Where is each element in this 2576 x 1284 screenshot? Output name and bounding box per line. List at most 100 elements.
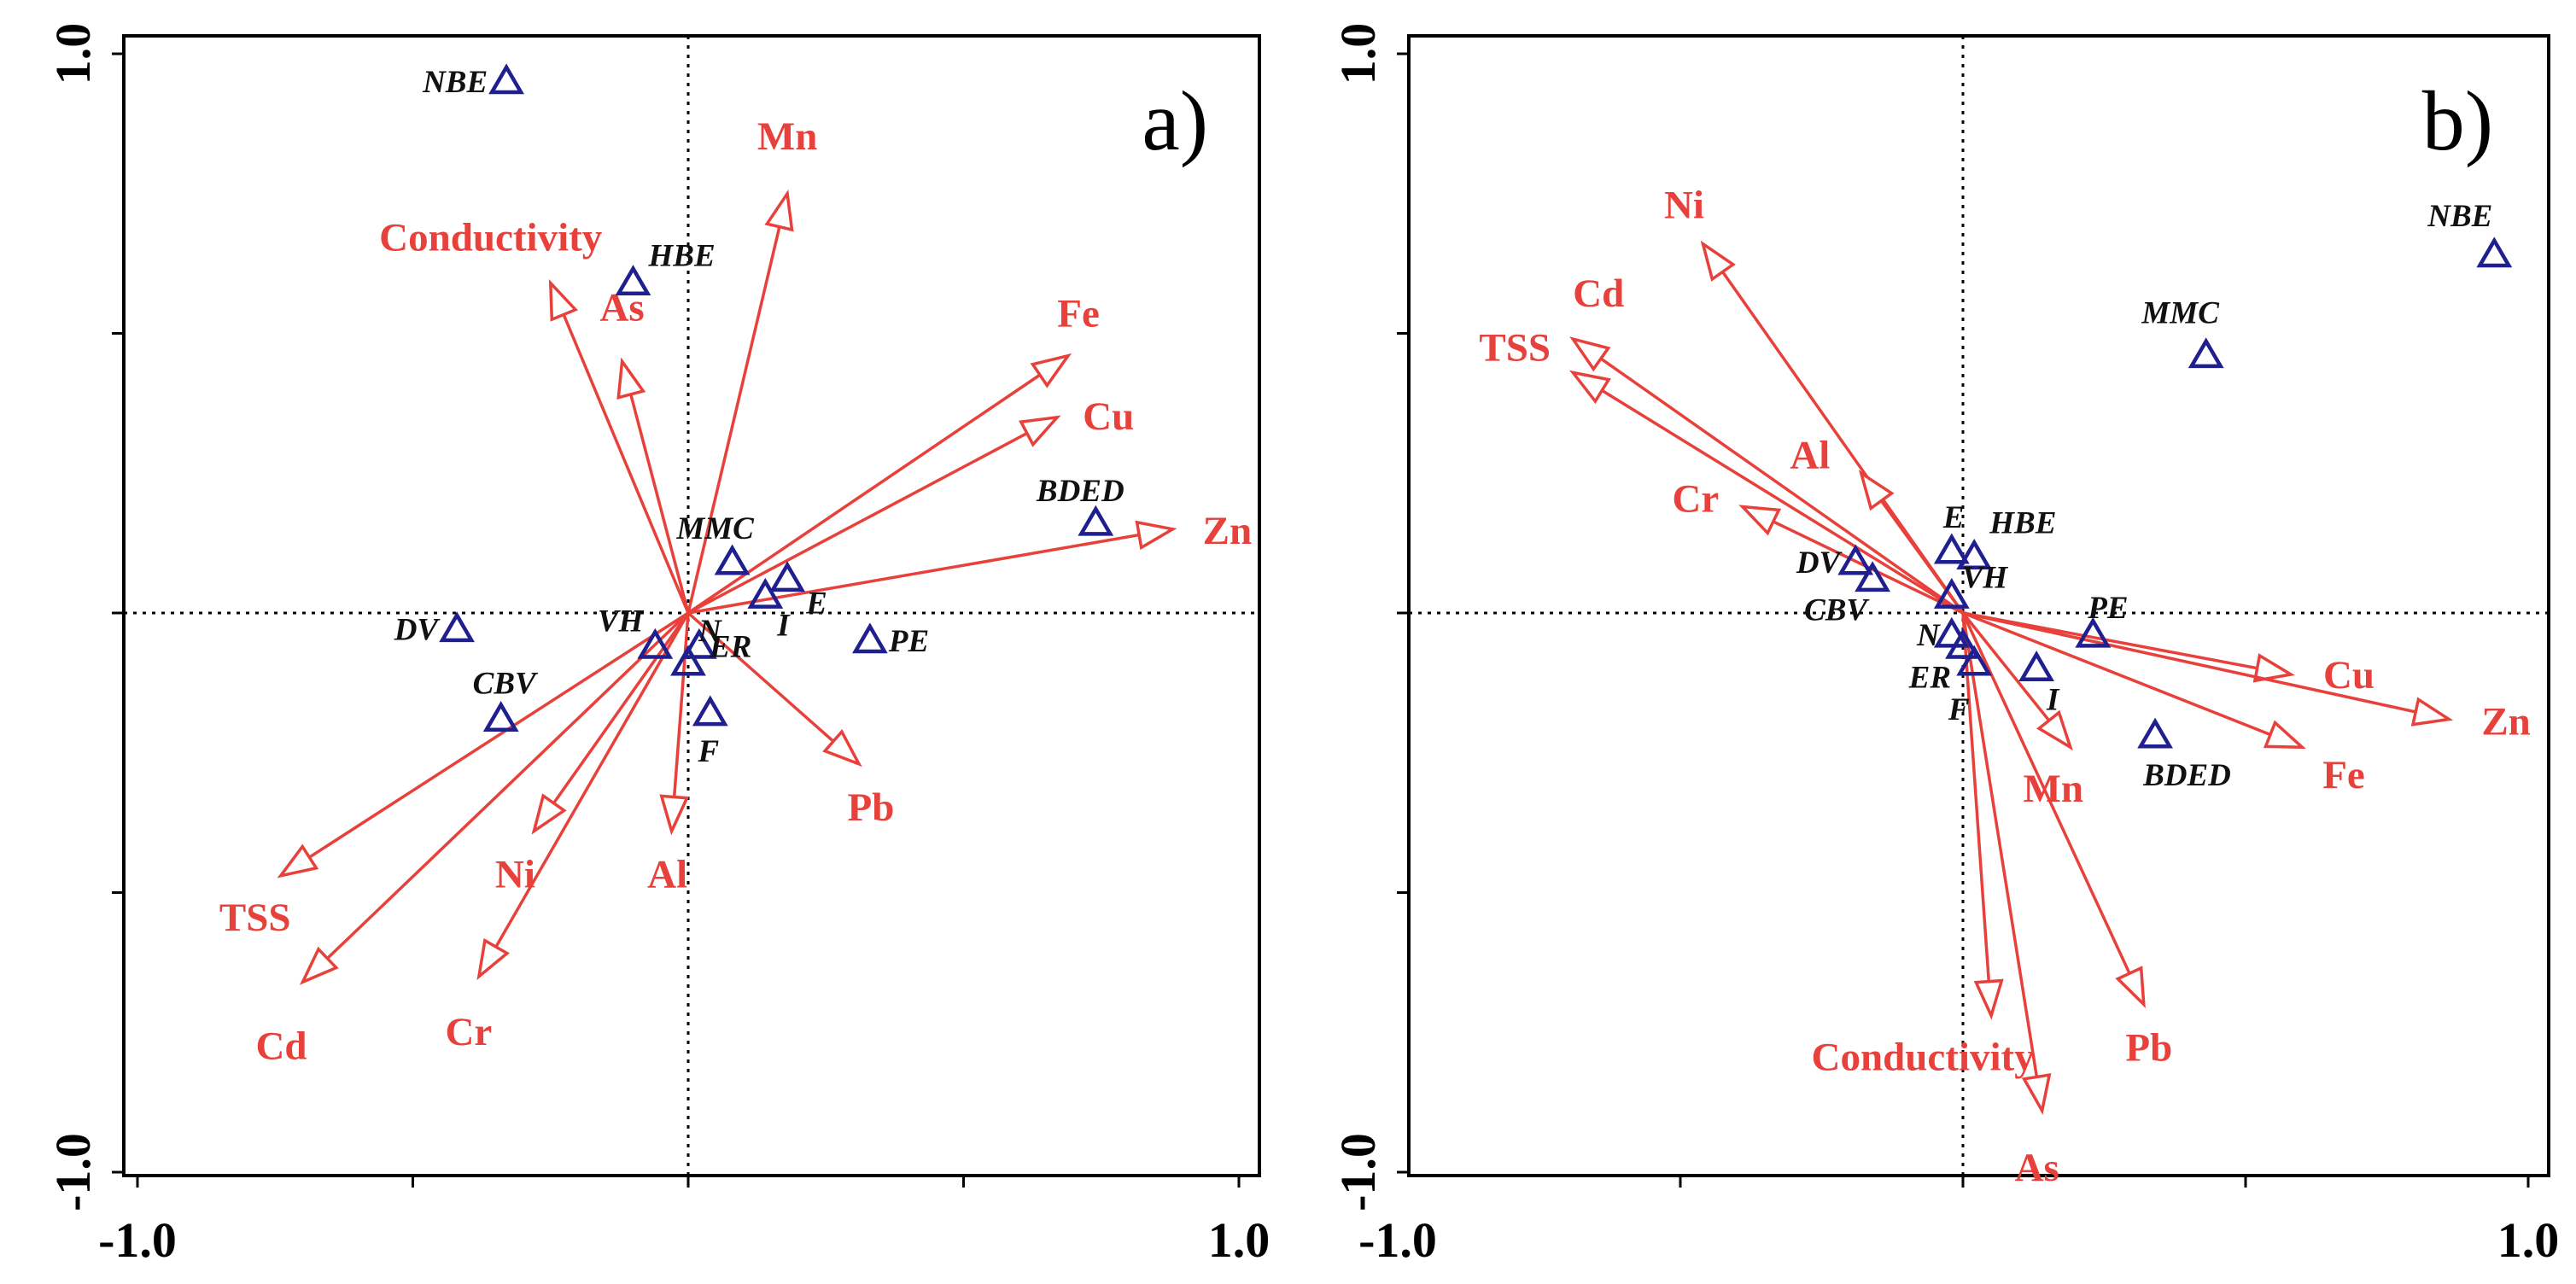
y-tick-label: -1.0 — [1330, 1133, 1386, 1211]
vector-cd — [326, 611, 690, 960]
vector-arrowhead-conductivity — [548, 279, 579, 322]
site-label-bded: BDED — [1036, 474, 1124, 509]
vector-arrowhead-mn — [764, 189, 794, 232]
vector-label-conductivity: Conductivity — [1812, 1036, 2036, 1080]
site-marker-f — [1956, 645, 1993, 676]
vector-label-pb: Pb — [2125, 1026, 2172, 1071]
vector-arrowhead-cr — [476, 937, 510, 981]
site-marker-hbe — [1956, 539, 1993, 569]
site-label-f: F — [1948, 692, 1970, 727]
site-label-cbv: CBV — [1804, 593, 1870, 628]
vector-arrowhead-pb — [2115, 966, 2146, 1009]
vector-label-fe: Fe — [1057, 292, 1100, 336]
vector-pb — [1961, 612, 2131, 974]
vector-fe — [687, 373, 1041, 615]
site-marker-mmc — [2188, 337, 2224, 369]
site-marker-n — [1933, 616, 1970, 648]
site-label-pe: PE — [2087, 591, 2128, 626]
x-tick-label: 1.0 — [1208, 1212, 1270, 1268]
site-marker-cbv — [482, 701, 519, 732]
vector-tss — [308, 611, 689, 859]
vector-label-cd: Cd — [1573, 271, 1624, 316]
vector-al — [672, 612, 690, 797]
vector-arrowhead-ni — [531, 793, 567, 835]
site-label-er: ER — [709, 629, 751, 664]
x-tick-label: -1.0 — [98, 1212, 177, 1268]
site-label-hbe: HBE — [648, 239, 716, 274]
site-marker-i — [747, 577, 784, 609]
vector-arrowhead-cd — [1569, 336, 1611, 372]
vector-conductivity — [562, 313, 690, 614]
vector-cd — [1599, 357, 1965, 615]
vector-arrowhead-mn — [2036, 709, 2073, 751]
site-marker-bded — [1078, 505, 1114, 536]
vector-arrowhead-pb — [822, 729, 862, 767]
vector-arrowhead-cr — [1738, 505, 1782, 536]
site-label-vh: VH — [1962, 560, 2009, 595]
vector-label-conductivity: Conductivity — [379, 216, 603, 260]
vector-ni — [552, 611, 690, 804]
vector-label-mn: Mn — [757, 114, 818, 159]
vector-label-al: Al — [1790, 433, 1830, 477]
site-marker-nbe — [488, 63, 525, 95]
y-tick-label: 1.0 — [1330, 23, 1386, 85]
site-marker-bded — [2137, 717, 2174, 749]
vector-label-cu: Cu — [1083, 394, 1134, 439]
site-label-i: I — [2046, 683, 2060, 718]
site-marker-dv — [1837, 544, 1874, 575]
vector-arrowhead-zn — [1135, 520, 1177, 551]
site-label-pe: PE — [888, 624, 929, 659]
vector-pb — [686, 611, 835, 743]
site-marker-cbv — [1855, 561, 1891, 592]
site-marker-nbe — [2476, 236, 2513, 268]
site-marker-er — [681, 627, 717, 659]
vector-arrowhead-fe — [2263, 720, 2306, 750]
vector-arrowhead-cu — [1019, 415, 1061, 447]
vector-al — [1879, 499, 1965, 615]
vector-zn — [687, 533, 1140, 615]
vector-label-ni: Ni — [1664, 184, 1704, 228]
vector-as — [1961, 612, 2039, 1077]
vector-zn — [1962, 611, 2416, 714]
y-tick-label: 1.0 — [45, 23, 101, 85]
vector-label-al: Al — [647, 852, 687, 896]
site-label-n: N — [698, 614, 722, 649]
vector-fe — [1962, 611, 2271, 737]
vector-arrowhead-tss — [1568, 370, 1611, 405]
vector-arrowhead-conductivity — [1973, 978, 2004, 1020]
site-marker-f — [692, 695, 728, 727]
vector-label-as: As — [2015, 1146, 2059, 1190]
x-tick-label: 1.0 — [2497, 1212, 2560, 1268]
site-marker-e — [1933, 533, 1970, 564]
vector-mn — [686, 226, 781, 614]
site-label-nbe: NBE — [2427, 199, 2492, 234]
vector-arrowhead-tss — [277, 843, 319, 878]
site-label-e: E — [1942, 500, 1965, 535]
biplot-panel-b: -1.0 1.0 1.0 -1.0 b) Ni Cd TSS Al Cr Cu Zn Fe Mn Pb Con… — [1330, 23, 2559, 1268]
vector-arrowhead-as — [2021, 1072, 2052, 1115]
site-marker-dv — [439, 611, 476, 643]
site-marker-i — [2018, 651, 2055, 681]
panel-label: b) — [2422, 73, 2493, 168]
vector-arrowhead-as — [616, 357, 646, 400]
site-label-n: N — [1916, 618, 1941, 653]
vector-label-pb: Pb — [848, 785, 895, 830]
vector-label-cr: Cr — [445, 1010, 492, 1054]
site-label-f: F — [697, 734, 719, 769]
vector-arrowhead-cd — [299, 946, 339, 985]
site-marker-hbe — [615, 265, 651, 296]
site-label-e: E — [805, 587, 827, 622]
plot-frame — [1407, 34, 2550, 1177]
vector-label-tss: TSS — [219, 896, 291, 940]
vector-cu — [687, 431, 1028, 615]
vector-label-tss: TSS — [1479, 325, 1551, 370]
y-tick-label: -1.0 — [45, 1133, 101, 1211]
vector-arrowhead-cu — [2252, 653, 2295, 683]
site-marker-pe — [851, 622, 888, 654]
site-label-er: ER — [1908, 660, 1951, 695]
vector-arrowhead-fe — [1030, 353, 1072, 388]
plot-frame — [122, 34, 1261, 1177]
site-label-vh: VH — [598, 604, 645, 639]
vector-cr — [494, 612, 690, 948]
